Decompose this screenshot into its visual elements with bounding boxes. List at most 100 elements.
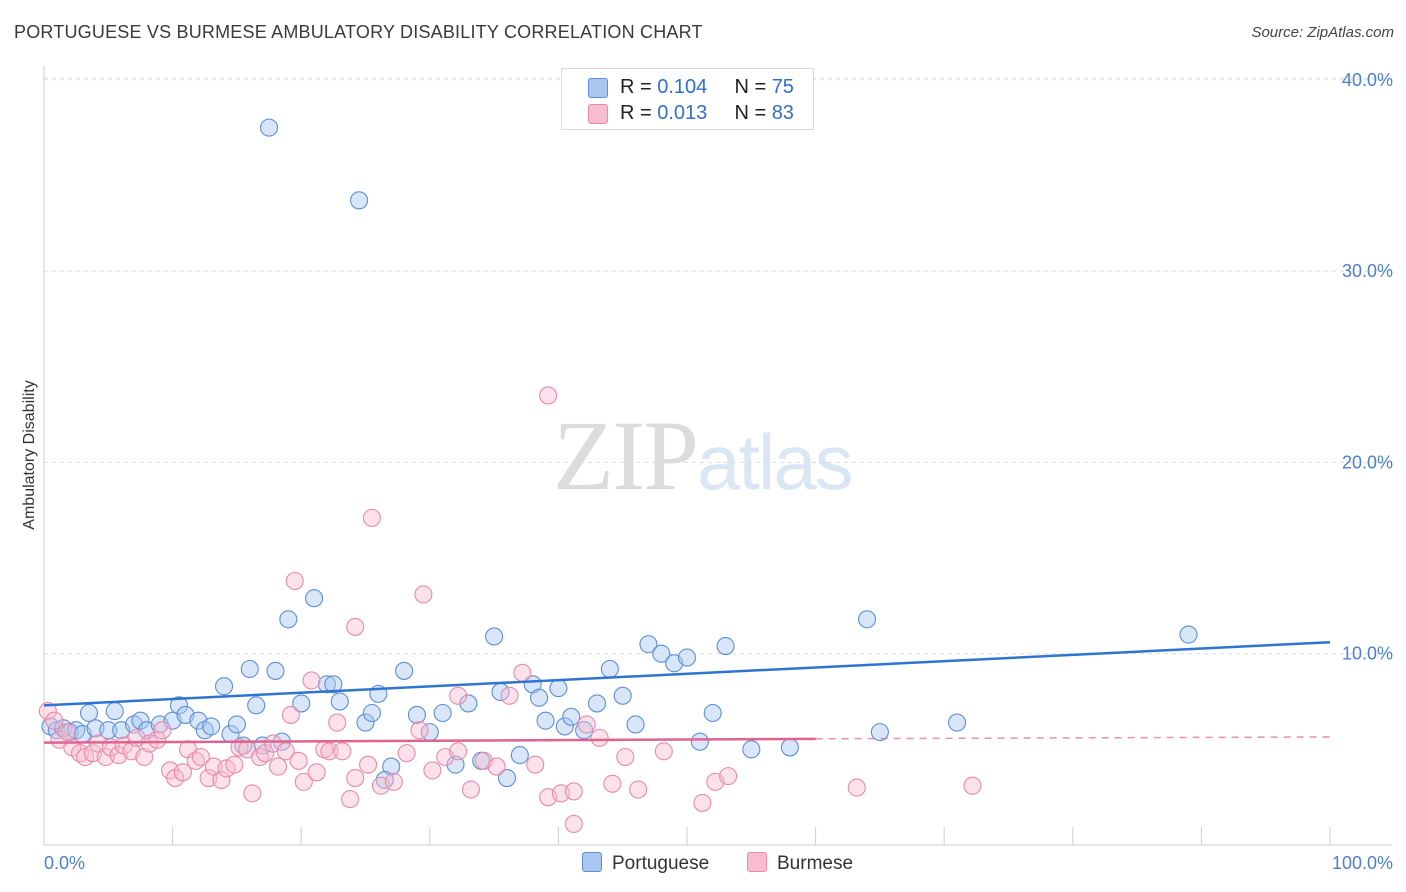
burmese-trend-line-extension xyxy=(815,736,1331,740)
burmese-point-53 xyxy=(410,721,429,740)
x-tick-label-max: 100.0% xyxy=(1332,853,1393,873)
portuguese-point-75 xyxy=(259,118,279,137)
burmese-point-54 xyxy=(423,761,442,780)
r-value: 0.013 xyxy=(657,102,708,124)
r-value: 0.104 xyxy=(657,76,708,98)
portuguese-point-61 xyxy=(613,686,632,705)
portuguese-point-64 xyxy=(652,644,671,663)
burmese-point-1 xyxy=(45,711,64,730)
burmese-point-72 xyxy=(654,742,673,761)
burmese-point-83 xyxy=(539,386,558,405)
portuguese-point-71 xyxy=(780,738,799,757)
series-portuguese xyxy=(41,118,1198,790)
burmese-point-57 xyxy=(461,780,481,799)
portuguese-point-67 xyxy=(690,732,709,751)
burmese-point-29 xyxy=(225,755,244,774)
bottom-legend-burmese[interactable]: Burmese xyxy=(747,852,853,875)
burmese-point-49 xyxy=(359,755,378,774)
burmese-point-61 xyxy=(513,663,532,682)
portuguese-point-30 xyxy=(279,610,298,629)
stats-legend: R = 0.104 N = 75 R = 0.013 N = 83 xyxy=(561,68,814,130)
burmese-point-70 xyxy=(616,747,635,767)
burmese-point-66 xyxy=(564,782,583,801)
y-tick-label-40: 40.0% xyxy=(1342,70,1393,90)
burmese-point-82 xyxy=(449,686,468,705)
burmese-point-40 xyxy=(294,772,313,791)
burmese-point-59 xyxy=(487,757,506,776)
burmese-legend-label: Burmese xyxy=(777,853,854,874)
burmese-point-51 xyxy=(384,772,403,791)
burmese-point-56 xyxy=(449,742,468,761)
portuguese-trend-line xyxy=(43,640,1331,707)
portuguese-point-51 xyxy=(510,746,529,765)
x-ticks xyxy=(43,827,1331,845)
burmese-point-27 xyxy=(212,770,231,790)
portuguese-legend-swatch xyxy=(582,852,602,872)
portuguese-point-77 xyxy=(1179,625,1198,644)
portuguese-point-8 xyxy=(99,721,118,740)
burmese-point-73 xyxy=(693,793,712,812)
burmese-point-45 xyxy=(328,713,347,732)
burmese-point-80 xyxy=(414,585,433,604)
portuguese-point-45 xyxy=(446,755,465,774)
burmese-point-76 xyxy=(847,778,866,797)
burmese-point-0 xyxy=(38,702,57,721)
watermark-zip: ZIP xyxy=(553,400,699,511)
portuguese-point-32 xyxy=(305,589,324,608)
burmese-point-65 xyxy=(564,814,583,834)
r-label: R = xyxy=(620,102,658,124)
burmese-point-32 xyxy=(243,784,262,803)
portuguese-point-33 xyxy=(317,675,336,694)
portuguese-point-68 xyxy=(703,703,722,723)
n-value: 75 xyxy=(771,76,794,98)
burmese-point-68 xyxy=(590,728,609,747)
n-value: 83 xyxy=(771,102,794,124)
portuguese-point-34 xyxy=(324,675,343,694)
portuguese-point-70 xyxy=(742,740,761,759)
portuguese-point-6 xyxy=(79,703,99,723)
portuguese-point-63 xyxy=(639,635,658,654)
portuguese-point-74 xyxy=(948,713,967,732)
burmese-point-21 xyxy=(173,763,192,782)
burmese-point-77 xyxy=(963,776,982,795)
portuguese-point-12 xyxy=(131,711,150,730)
n-label: N = xyxy=(734,76,772,98)
y-tick-label-10: 10.0% xyxy=(1342,644,1393,664)
burmese-trend-line xyxy=(43,737,816,744)
portuguese-point-69 xyxy=(716,636,735,656)
portuguese-point-72 xyxy=(857,610,877,629)
gridlines xyxy=(44,77,1392,655)
portuguese-point-9 xyxy=(105,702,124,721)
portuguese-legend-label: Portuguese xyxy=(612,853,710,874)
source-credit: Source: ZipAtlas.com xyxy=(1251,24,1394,41)
portuguese-point-31 xyxy=(292,694,311,713)
chart-title: PORTUGUESE VS BURMESE AMBULATORY DISABIL… xyxy=(14,22,703,42)
portuguese-point-53 xyxy=(530,688,549,707)
burmese-point-79 xyxy=(362,508,381,527)
burmese-point-62 xyxy=(526,755,545,774)
y-axis-label: Ambulatory Disability xyxy=(21,380,38,529)
burmese-point-38 xyxy=(281,705,300,724)
portuguese-point-21 xyxy=(214,677,234,696)
portuguese-swatch xyxy=(588,78,608,98)
x-tick-label-min: 0.0% xyxy=(44,853,85,873)
burmese-point-36 xyxy=(269,757,288,776)
burmese-legend-swatch xyxy=(747,852,767,872)
portuguese-point-23 xyxy=(227,715,246,734)
portuguese-point-76 xyxy=(350,191,369,210)
axes xyxy=(43,66,1392,846)
burmese-point-71 xyxy=(629,780,648,799)
n-label: N = xyxy=(734,102,772,124)
burmese-point-15 xyxy=(135,747,154,767)
burmese-point-34 xyxy=(256,744,275,763)
portuguese-point-26 xyxy=(247,696,266,715)
legend-text-burmese: R = 0.013 N = 83 xyxy=(620,102,794,125)
portuguese-point-60 xyxy=(600,659,619,679)
burmese-point-67 xyxy=(577,715,596,734)
bottom-legend-portuguese[interactable]: Portuguese xyxy=(582,852,709,875)
burmese-point-41 xyxy=(302,671,321,690)
portuguese-point-28 xyxy=(266,661,285,680)
portuguese-point-36 xyxy=(356,713,375,732)
burmese-point-52 xyxy=(397,744,416,763)
